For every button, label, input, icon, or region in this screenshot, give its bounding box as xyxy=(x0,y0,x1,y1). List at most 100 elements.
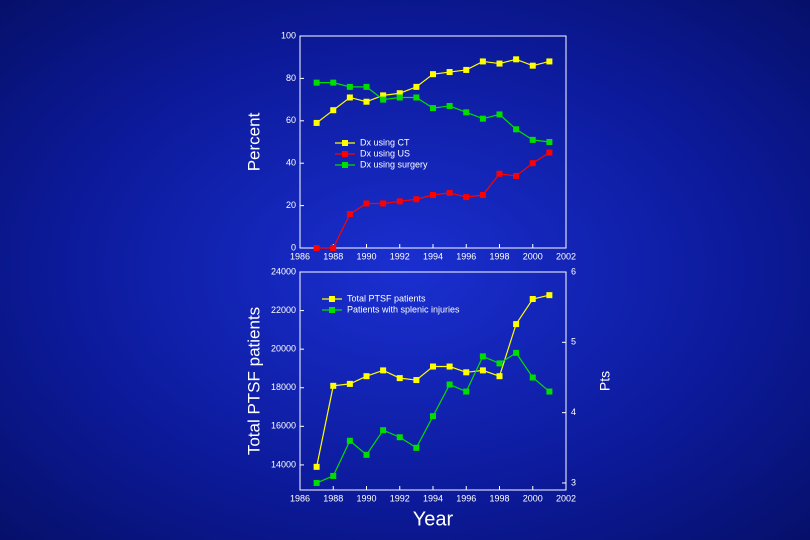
data-point xyxy=(380,96,387,103)
y-tick-label: 0 xyxy=(291,242,296,252)
data-point xyxy=(346,211,353,218)
y-tick-label: 18000 xyxy=(271,382,296,392)
data-point xyxy=(513,56,520,63)
data-point xyxy=(546,388,553,395)
data-point xyxy=(363,373,370,380)
data-point xyxy=(363,83,370,90)
data-point xyxy=(330,107,337,114)
x-tick-label: 2000 xyxy=(523,251,543,261)
data-point xyxy=(463,109,470,116)
y-tick-label: 24000 xyxy=(271,266,296,276)
legend-swatch xyxy=(342,151,348,157)
data-point xyxy=(380,427,387,434)
legend-label: Dx using US xyxy=(360,148,410,158)
y-tick-label: 60 xyxy=(286,115,296,125)
y2-axis-label: Pts xyxy=(597,371,613,391)
data-point xyxy=(479,367,486,374)
x-tick-label: 2000 xyxy=(523,493,543,503)
x-tick-label: 1992 xyxy=(390,251,410,261)
data-point xyxy=(380,367,387,374)
data-point xyxy=(396,434,403,441)
y-tick-label: 80 xyxy=(286,73,296,83)
data-point xyxy=(330,382,337,389)
data-point xyxy=(446,381,453,388)
x-axis-label: Year xyxy=(413,508,454,530)
data-point xyxy=(313,245,320,251)
data-point xyxy=(396,375,403,382)
y2-tick-label: 3 xyxy=(571,477,576,487)
x-tick-label: 1994 xyxy=(423,251,443,261)
data-point xyxy=(413,94,420,101)
y-tick-label: 16000 xyxy=(271,421,296,431)
y2-tick-label: 5 xyxy=(571,337,576,347)
data-point xyxy=(513,321,520,328)
data-point xyxy=(430,363,436,370)
data-point xyxy=(363,98,370,105)
data-point xyxy=(396,198,403,205)
data-point xyxy=(380,92,387,99)
data-point xyxy=(330,79,337,86)
data-point xyxy=(463,388,470,395)
data-point xyxy=(463,369,470,376)
data-point xyxy=(430,71,436,78)
data-point xyxy=(330,245,337,251)
data-point xyxy=(413,83,420,90)
data-point xyxy=(463,194,470,201)
data-point xyxy=(396,94,403,101)
data-point xyxy=(430,105,436,112)
series-line xyxy=(316,58,550,124)
legend-swatch xyxy=(329,296,335,302)
plot-frame xyxy=(299,35,567,249)
data-point xyxy=(346,380,353,387)
x-tick-label: 1986 xyxy=(290,493,310,503)
data-point xyxy=(346,94,353,101)
data-point xyxy=(513,126,520,133)
legend-label: Patients with splenic injuries xyxy=(347,304,460,314)
x-tick-label: 1988 xyxy=(323,251,343,261)
data-point xyxy=(363,451,370,458)
data-point xyxy=(513,172,520,179)
x-tick-label: 1988 xyxy=(323,493,343,503)
legend-label: Dx using CT xyxy=(360,137,410,147)
x-tick-label: 1998 xyxy=(489,493,509,503)
y-axis-label: Percent xyxy=(244,112,263,171)
data-point xyxy=(479,115,486,122)
y-tick-label: 100 xyxy=(281,30,296,40)
x-tick-label: 1990 xyxy=(356,251,376,261)
data-point xyxy=(413,377,420,384)
x-tick-label: 1994 xyxy=(423,493,443,503)
data-point xyxy=(496,60,503,67)
legend-label: Dx using surgery xyxy=(360,159,428,169)
data-point xyxy=(413,444,420,451)
x-tick-label: 2002 xyxy=(556,251,576,261)
data-point xyxy=(380,200,387,207)
data-point xyxy=(496,111,503,118)
data-point xyxy=(430,192,436,198)
y2-tick-label: 6 xyxy=(571,266,576,276)
data-point xyxy=(313,119,320,126)
legend-swatch xyxy=(342,162,348,168)
data-point xyxy=(513,349,520,356)
data-point xyxy=(479,353,486,360)
data-point xyxy=(346,437,353,444)
x-tick-label: 1986 xyxy=(290,251,310,261)
y-tick-label: 20 xyxy=(286,200,296,210)
data-point xyxy=(363,200,370,207)
x-tick-label: 1996 xyxy=(456,493,476,503)
y-axis-label: Total PTSF patients xyxy=(244,307,263,455)
data-point xyxy=(430,413,436,420)
legend-label: Total PTSF patients xyxy=(347,293,426,303)
data-point xyxy=(313,463,320,470)
data-point xyxy=(529,374,536,381)
series-line xyxy=(316,82,550,143)
legend-swatch xyxy=(342,140,348,146)
data-point xyxy=(546,292,553,299)
data-point xyxy=(479,58,486,65)
data-point xyxy=(313,479,320,486)
x-tick-label: 1992 xyxy=(390,493,410,503)
y2-tick-label: 4 xyxy=(571,407,576,417)
data-point xyxy=(446,102,453,109)
y-tick-label: 20000 xyxy=(271,344,296,354)
data-point xyxy=(546,139,553,145)
x-tick-label: 1996 xyxy=(456,251,476,261)
